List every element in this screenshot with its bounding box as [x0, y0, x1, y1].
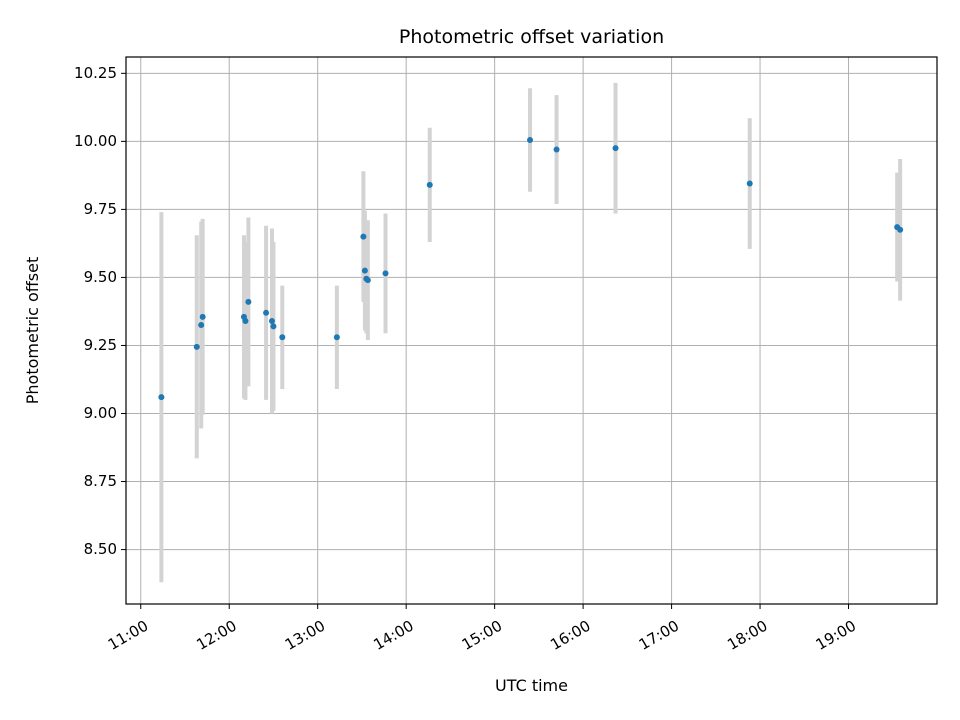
x-tick-label: 15:00: [459, 617, 505, 654]
x-tick-label: 13:00: [282, 617, 328, 654]
data-point: [360, 233, 367, 240]
data-point: [897, 226, 904, 233]
data-point: [333, 334, 340, 341]
data-point: [270, 323, 277, 330]
x-tick-label: 18:00: [724, 617, 770, 654]
data-point: [612, 145, 619, 152]
y-tick-label: 10.00: [74, 132, 117, 150]
data-point: [361, 267, 368, 274]
data-point: [268, 317, 275, 324]
x-tick-label: 12:00: [193, 617, 239, 654]
chart-title: Photometric offset variation: [399, 26, 664, 48]
y-tick-label: 9.50: [84, 268, 117, 286]
x-axis-title: UTC time: [495, 676, 568, 695]
data-point: [279, 334, 286, 341]
data-point: [158, 394, 165, 401]
data-point: [527, 137, 534, 144]
x-tick-label: 17:00: [636, 617, 682, 654]
data-point: [199, 313, 206, 320]
data-point: [198, 322, 205, 329]
plot-frame: [125, 56, 938, 605]
data-points: [158, 137, 904, 401]
y-tick-label: 8.50: [84, 540, 117, 558]
y-tick-label: 9.75: [84, 200, 117, 218]
data-point: [245, 298, 252, 305]
data-point: [426, 181, 433, 188]
y-tick-label: 9.00: [84, 404, 117, 422]
x-tick-label: 11:00: [105, 617, 151, 654]
y-tick-label: 9.25: [84, 336, 117, 354]
y-tick-label: 10.25: [74, 64, 117, 82]
data-point: [193, 343, 200, 350]
y-tick-label: 8.75: [84, 472, 117, 490]
x-tick-label: 14:00: [370, 617, 416, 654]
data-point: [364, 277, 371, 284]
x-tick-label: 16:00: [547, 617, 593, 654]
x-tick-label: 19:00: [813, 617, 859, 654]
data-point: [553, 146, 560, 153]
axis-ticks: 11:00 12:00 13:00 14:00 15:00 16:00 17:00 18:00…: [74, 64, 859, 654]
gridlines: [126, 57, 937, 604]
y-axis-title: Photometric offset: [23, 257, 42, 405]
data-point: [242, 317, 249, 324]
data-point: [746, 180, 753, 187]
data-point: [263, 309, 270, 316]
error-bars: [159, 82, 903, 583]
data-point: [382, 270, 389, 277]
